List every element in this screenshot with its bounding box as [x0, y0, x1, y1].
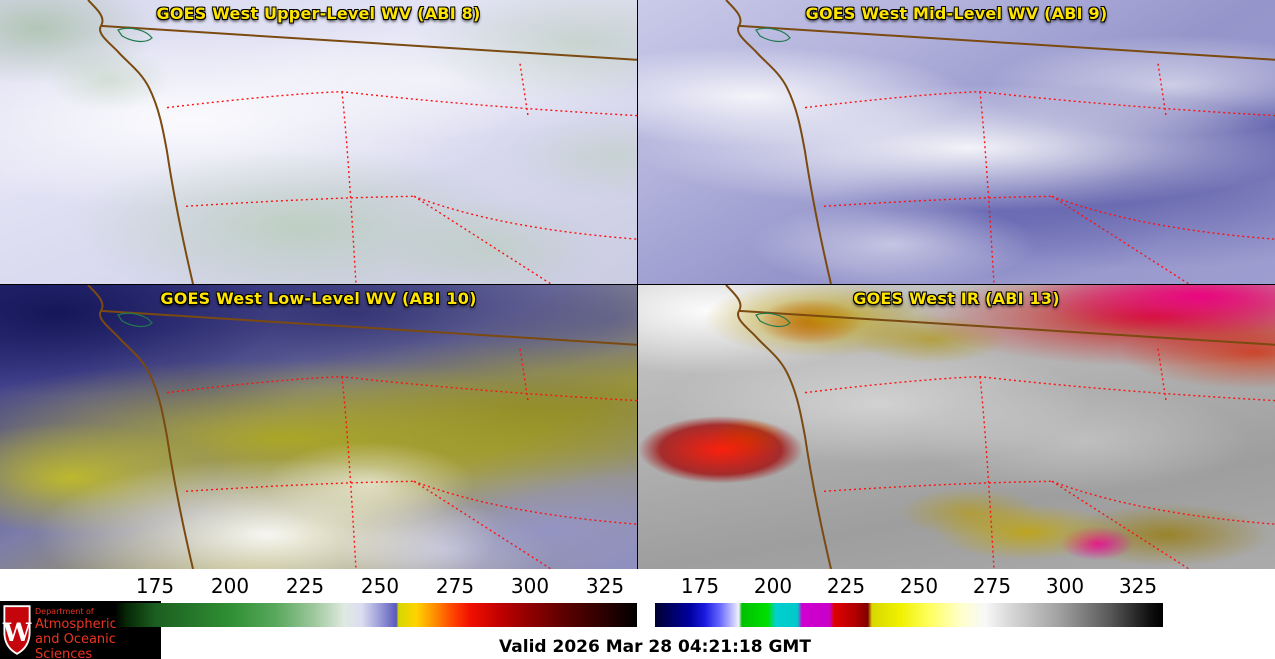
- map-borders-overlay: [725, 0, 1275, 284]
- panel-title-low-wv: GOES West Low-Level WV (ABI 10): [160, 289, 477, 308]
- valid-time-text: Valid 2026 Mar 28 04:21:18 GMT: [499, 637, 811, 657]
- map-borders-overlay: [87, 0, 637, 284]
- ir-colorbar-group: 175 200 225 250 275 300 325: [655, 574, 1163, 630]
- satellite-image-low-wv: [0, 285, 637, 569]
- colorbar-tick: 200: [753, 574, 793, 598]
- uw-crest-icon: W: [2, 605, 32, 655]
- uw-aos-logo: W Department of Atmospheric and Oceanic …: [0, 601, 161, 659]
- wv-colorbar: [115, 603, 637, 627]
- panel-title-ir: GOES West IR (ABI 13): [853, 289, 1060, 308]
- logo-dept-line: Department of: [35, 607, 94, 616]
- colorbar-tick: 175: [680, 574, 720, 598]
- colorbar-tick: 175: [135, 574, 175, 598]
- colorbar-tick: 225: [826, 574, 866, 598]
- colorbar-tick: 325: [585, 574, 625, 598]
- satellite-image-upper-wv: [0, 0, 637, 284]
- logo-name-line2: and Oceanic Sciences: [35, 632, 116, 659]
- colorbar-tick: 325: [1118, 574, 1158, 598]
- satellite-image-mid-wv: [638, 0, 1275, 284]
- satellite-image-ir: [638, 285, 1275, 569]
- wv-colorbar-group: 175 200 225 250 275 300 325: [115, 574, 637, 630]
- panel-low-level-wv: GOES West Low-Level WV (ABI 10): [0, 285, 637, 569]
- panel-title-mid-wv: GOES West Mid-Level WV (ABI 9): [805, 4, 1108, 23]
- colorbar-tick: 300: [1045, 574, 1085, 598]
- logo-name-line1: Atmospheric: [35, 617, 117, 632]
- colorbar-tick: 275: [972, 574, 1012, 598]
- colorbar-tick: 275: [435, 574, 475, 598]
- ir-colorbar: [655, 603, 1163, 627]
- map-borders-overlay: [87, 285, 637, 569]
- map-borders-overlay: [725, 285, 1275, 569]
- colorbar-tick: 250: [360, 574, 400, 598]
- panel-title-upper-wv: GOES West Upper-Level WV (ABI 8): [156, 4, 481, 23]
- logo-text: Department of Atmospheric and Oceanic Sc…: [35, 607, 161, 659]
- panel-upper-level-wv: GOES West Upper-Level WV (ABI 8): [0, 0, 637, 284]
- colorbar-tick: 225: [285, 574, 325, 598]
- colorbar-tick: 200: [210, 574, 250, 598]
- colorbar-tick: 300: [510, 574, 550, 598]
- colorbar-tick: 250: [899, 574, 939, 598]
- panel-grid: GOES West Upper-Level WV (ABI 8) GOES We…: [0, 0, 1275, 569]
- panel-ir: GOES West IR (ABI 13): [638, 285, 1275, 569]
- svg-text:W: W: [2, 617, 32, 647]
- panel-mid-level-wv: GOES West Mid-Level WV (ABI 9): [638, 0, 1275, 284]
